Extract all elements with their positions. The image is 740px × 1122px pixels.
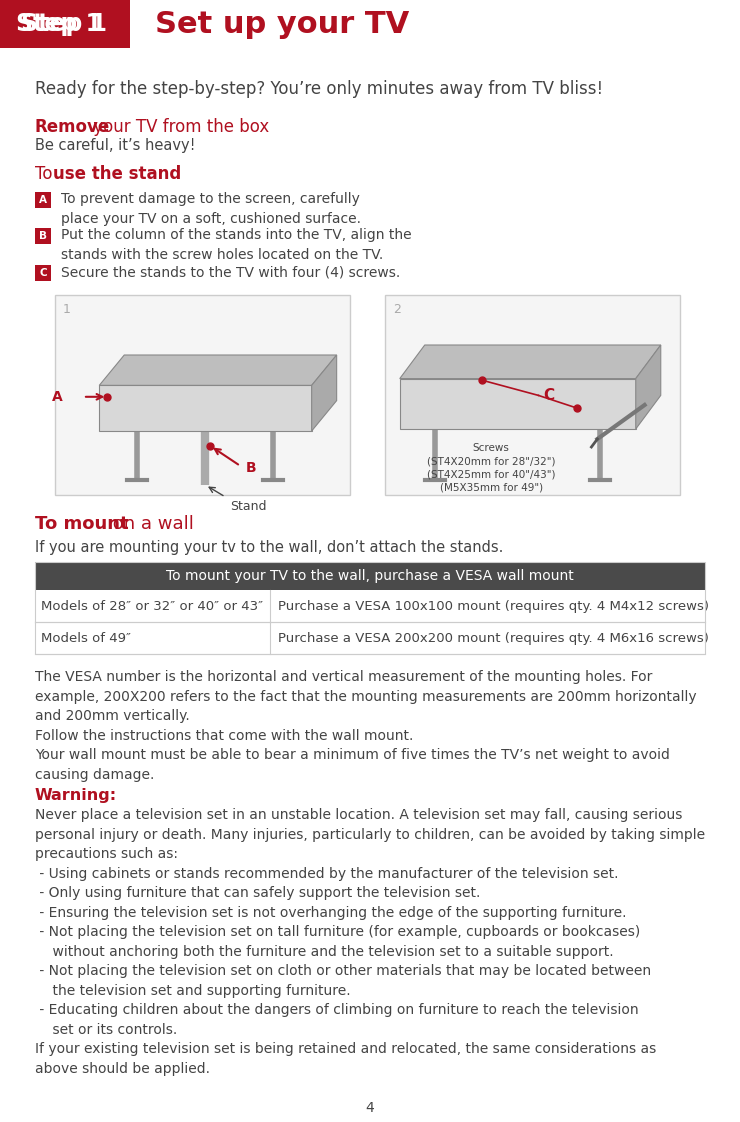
Bar — [35, 562, 705, 654]
Text: To mount: To mount — [35, 515, 129, 533]
Text: 4: 4 — [366, 1101, 374, 1115]
Bar — [130, 0, 740, 48]
Text: Secure the stands to the TV with four (4) screws.: Secure the stands to the TV with four (4… — [61, 265, 400, 279]
Text: B: B — [39, 231, 47, 241]
Bar — [35, 562, 705, 590]
Text: Screws
(ST4X20mm for 28"/32")
(ST4X25mm for 40"/43")
(M5X35mm for 49"): Screws (ST4X20mm for 28"/32") (ST4X25mm … — [427, 443, 556, 493]
Bar — [35, 192, 51, 208]
Text: The VESA number is the horizontal and vertical measurement of the mounting holes: The VESA number is the horizontal and ve… — [35, 670, 696, 782]
Bar — [0, 0, 128, 48]
Text: Be careful, it’s heavy!: Be careful, it’s heavy! — [35, 138, 195, 153]
Text: use the stand: use the stand — [53, 165, 181, 183]
Text: Set up your TV: Set up your TV — [155, 9, 409, 38]
Bar — [0, 0, 740, 48]
Text: To mount your TV to the wall, purchase a VESA wall mount: To mount your TV to the wall, purchase a… — [166, 569, 574, 583]
Text: Purchase a VESA 100x100 mount (requires qty. 4 M4x12 screws): Purchase a VESA 100x100 mount (requires … — [278, 599, 709, 613]
Text: Step 1: Step 1 — [16, 12, 102, 36]
Text: To: To — [35, 165, 58, 183]
Polygon shape — [99, 385, 312, 431]
Bar — [35, 590, 705, 622]
Bar — [385, 295, 680, 495]
Polygon shape — [400, 344, 661, 378]
Text: Warning:: Warning: — [35, 788, 117, 803]
Text: Never place a television set in an unstable location. A television set may fall,: Never place a television set in an unsta… — [35, 808, 705, 1076]
Polygon shape — [636, 344, 661, 429]
Text: Ready for the step-by-step? You’re only minutes away from TV bliss!: Ready for the step-by-step? You’re only … — [35, 80, 603, 98]
Bar — [35, 228, 51, 243]
Text: Set up your TV: Set up your TV — [155, 9, 409, 38]
Text: your TV from the box: your TV from the box — [88, 118, 269, 136]
Text: C: C — [39, 268, 47, 278]
Text: To prevent damage to the screen, carefully
place your TV on a soft, cushioned su: To prevent damage to the screen, careful… — [61, 192, 361, 226]
Text: Stand: Stand — [230, 500, 267, 513]
Bar — [35, 265, 51, 280]
Polygon shape — [312, 355, 337, 431]
Text: Models of 49″: Models of 49″ — [41, 632, 131, 644]
Text: C: C — [543, 388, 554, 403]
Text: 1: 1 — [63, 303, 71, 316]
Bar — [55, 295, 350, 495]
Polygon shape — [99, 355, 337, 385]
Text: Put the column of the stands into the TV, align the
stands with the screw holes : Put the column of the stands into the TV… — [61, 228, 411, 261]
Text: Models of 28″ or 32″ or 40″ or 43″: Models of 28″ or 32″ or 40″ or 43″ — [41, 599, 263, 613]
Text: B: B — [246, 461, 256, 475]
Text: A: A — [53, 389, 63, 404]
Text: A: A — [39, 195, 47, 205]
Text: Step 1: Step 1 — [21, 12, 107, 36]
Text: If you are mounting your tv to the wall, don’t attach the stands.: If you are mounting your tv to the wall,… — [35, 540, 503, 555]
Text: Purchase a VESA 200x200 mount (requires qty. 4 M6x16 screws): Purchase a VESA 200x200 mount (requires … — [278, 632, 709, 644]
Text: 2: 2 — [393, 303, 401, 316]
Text: Remove: Remove — [35, 118, 110, 136]
Polygon shape — [400, 378, 636, 429]
Bar — [35, 622, 705, 654]
Text: on a wall: on a wall — [107, 515, 194, 533]
